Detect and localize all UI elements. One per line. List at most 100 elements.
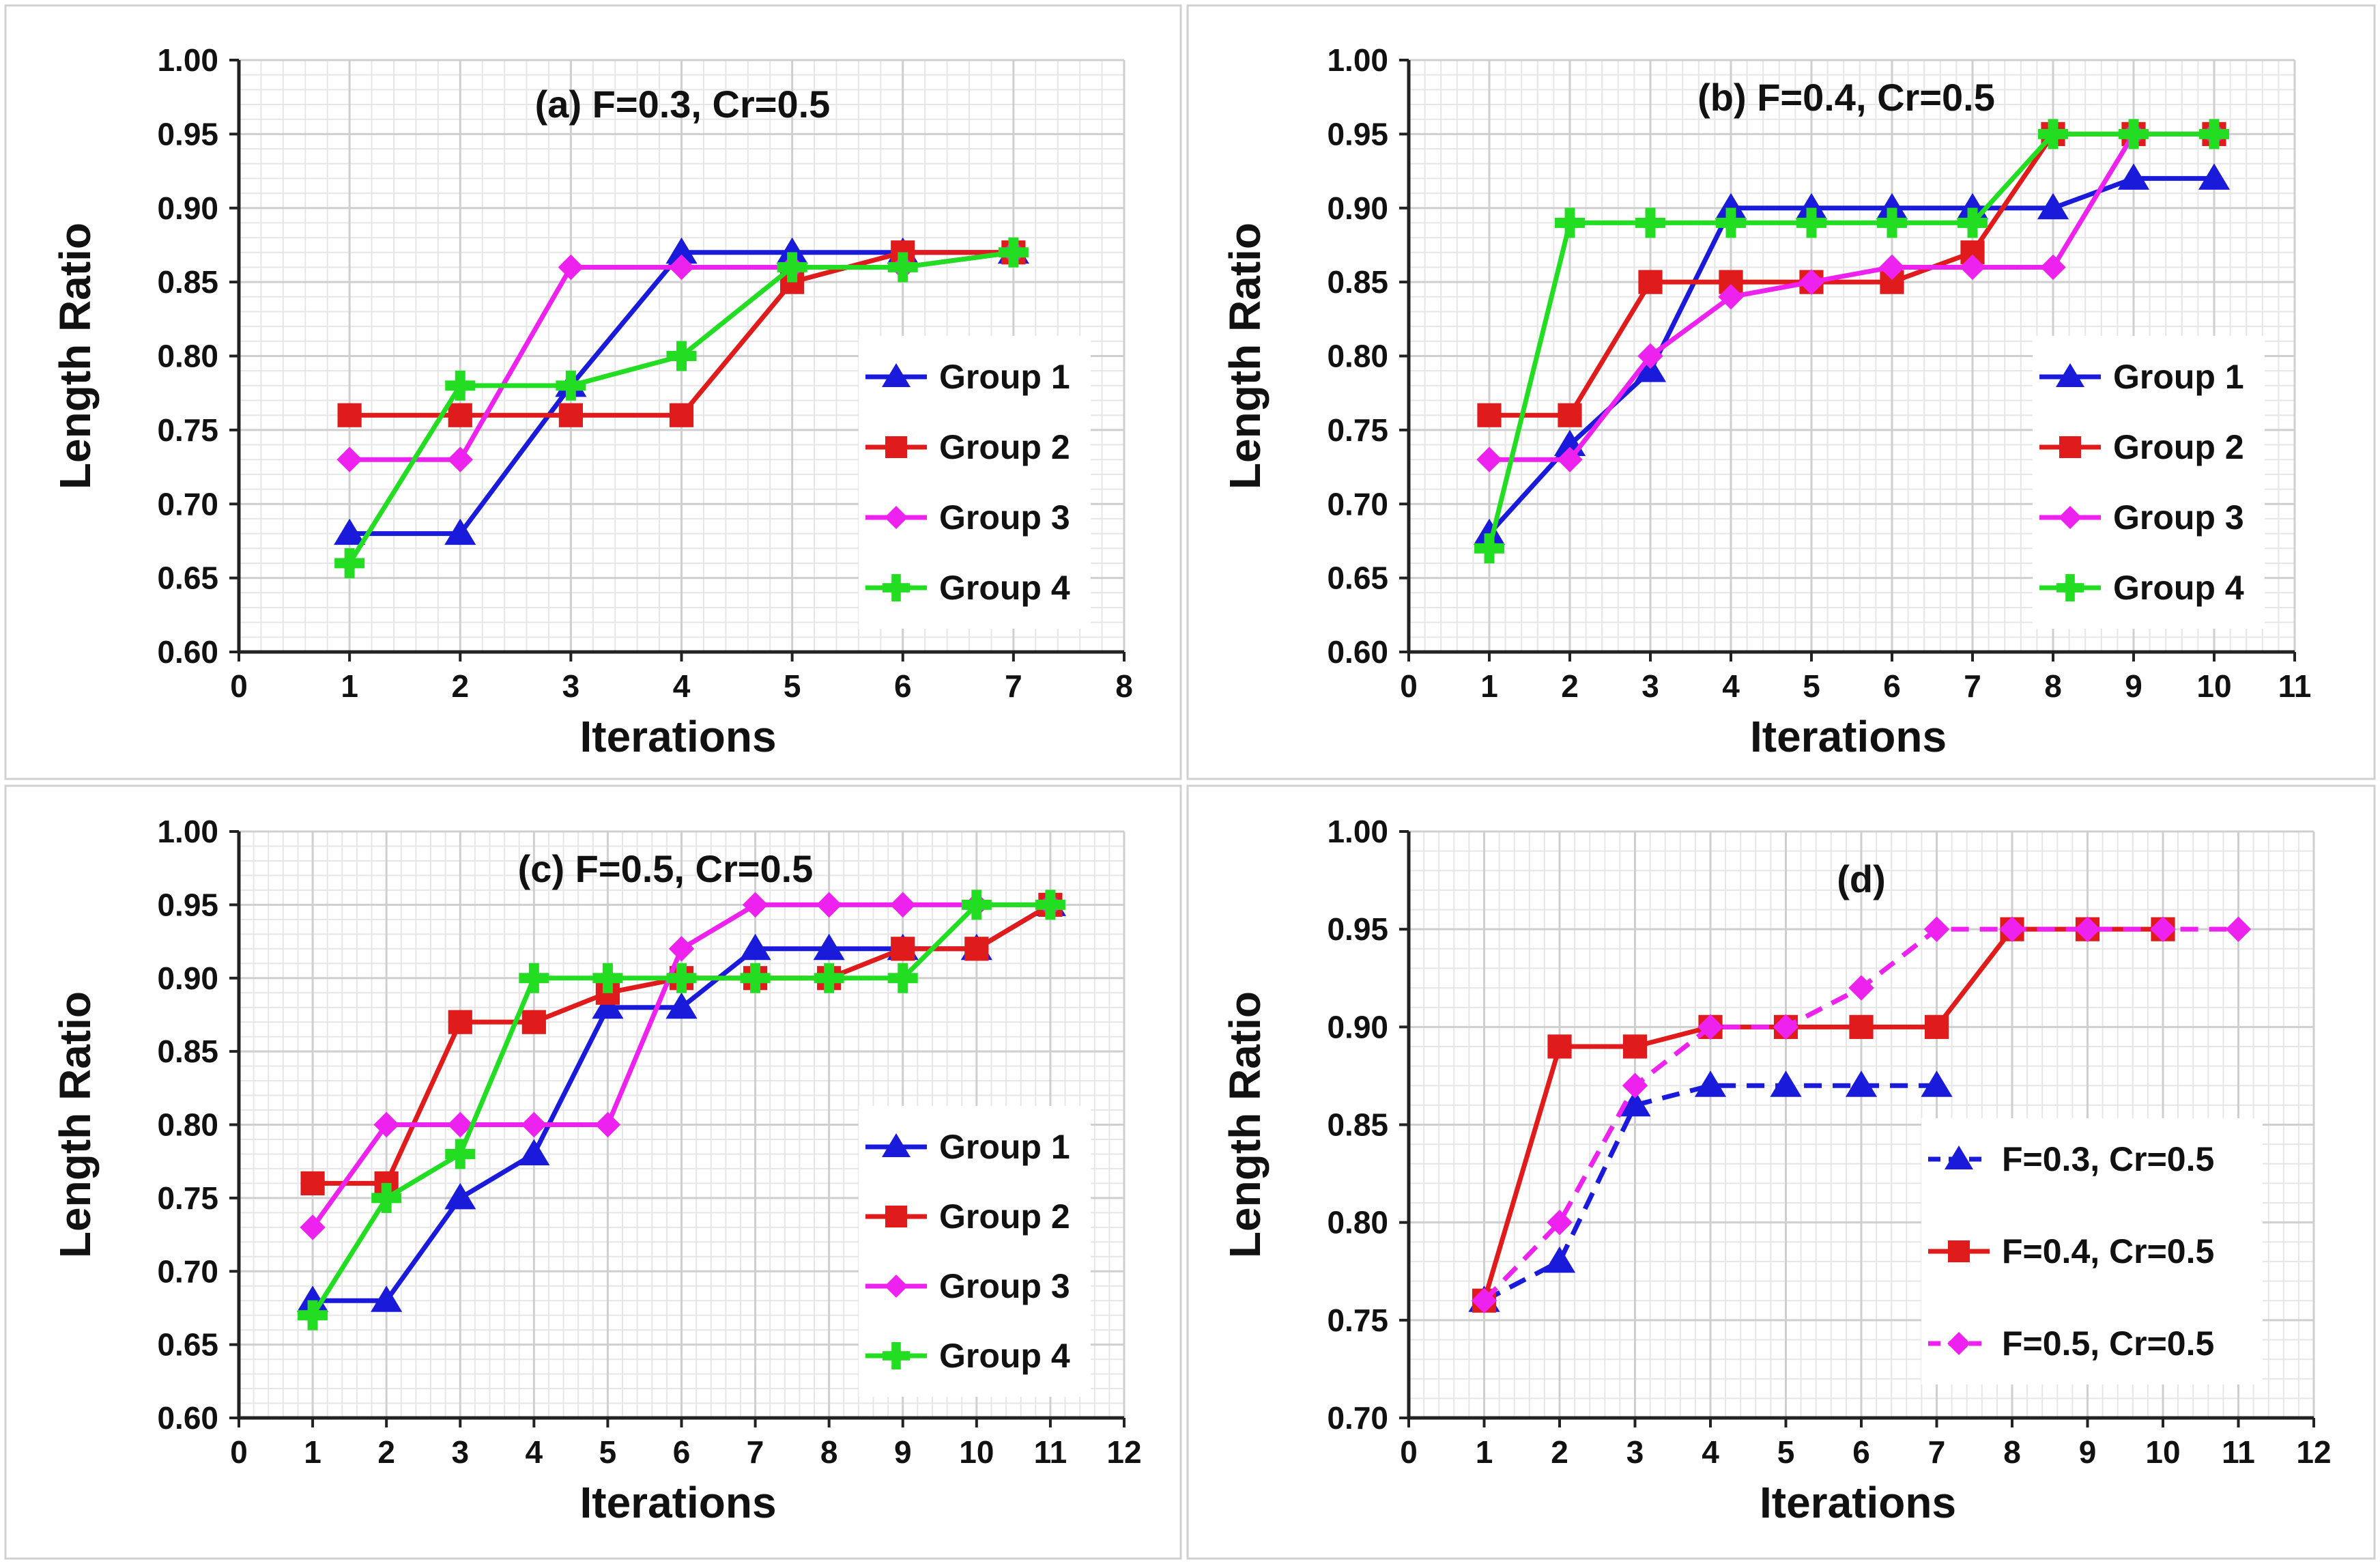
data-point-vbar xyxy=(1008,237,1019,268)
data-point xyxy=(666,963,697,993)
x-tick-label: 1 xyxy=(341,668,358,704)
x-tick-label: 7 xyxy=(1928,1434,1946,1470)
x-tick-label: 6 xyxy=(673,1434,691,1470)
data-point-shape xyxy=(334,518,366,545)
data-point-shape xyxy=(1558,403,1582,427)
data-point-vbar xyxy=(824,963,835,993)
data-point-shape xyxy=(1960,254,1985,281)
x-tick-label: 1 xyxy=(304,1434,321,1470)
x-tick-label: 10 xyxy=(2145,1434,2180,1470)
data-point xyxy=(1795,193,1828,220)
data-point xyxy=(1877,208,1907,238)
data-point xyxy=(2119,119,2149,150)
legend-marker-shape xyxy=(2059,506,2082,529)
data-point-vbar xyxy=(455,1139,465,1169)
legend-marker-vbar xyxy=(891,574,901,601)
chart-panel: 0 1 2 3 4 5 6 7 8 9 10 11 120.700.750.800.850.900.95… xyxy=(1186,784,2376,1560)
data-point xyxy=(1547,1209,1573,1236)
x-tick-label: 11 xyxy=(2278,668,2312,704)
data-point xyxy=(964,937,989,961)
data-point xyxy=(448,1010,472,1034)
data-point-vbar xyxy=(676,963,687,993)
y-tick-label: 1.00 xyxy=(157,814,218,849)
legend-label: Group 2 xyxy=(939,428,1070,466)
data-point xyxy=(521,1111,547,1138)
x-tick-label: 12 xyxy=(2296,1434,2331,1470)
data-point xyxy=(444,518,476,545)
data-point-shape xyxy=(1547,1034,1572,1059)
data-point xyxy=(1796,208,1826,238)
data-point xyxy=(445,1139,476,1169)
legend-marker xyxy=(1948,1240,1970,1262)
data-point-shape xyxy=(373,1111,399,1138)
data-point xyxy=(665,992,698,1019)
data-point-shape xyxy=(1999,916,2025,942)
series-group-4 xyxy=(298,890,1065,1331)
x-tick-label: 1 xyxy=(1476,1434,1493,1470)
y-tick-label: 0.90 xyxy=(157,190,218,226)
y-tick-label: 0.60 xyxy=(157,1400,218,1436)
data-point xyxy=(1773,1014,1799,1040)
data-point-shape xyxy=(1619,1090,1651,1117)
data-point xyxy=(1770,1070,1802,1097)
x-axis-title: Iterations xyxy=(1750,712,1947,761)
legend-item: Group 1 xyxy=(2039,358,2244,396)
data-point-shape xyxy=(1694,1070,1727,1097)
data-point xyxy=(448,403,472,427)
data-point xyxy=(558,403,583,427)
data-point-shape xyxy=(1773,1014,1799,1040)
data-point xyxy=(739,933,771,961)
data-point-shape xyxy=(1849,1014,1874,1039)
data-point-vbar xyxy=(1887,208,1897,238)
data-point xyxy=(890,892,916,918)
data-point-shape xyxy=(1547,1209,1573,1236)
y-tick-label: 0.75 xyxy=(1327,1303,1388,1338)
data-point-shape xyxy=(668,254,695,281)
y-axis-title: Length Ratio xyxy=(51,223,100,489)
data-point xyxy=(887,252,918,283)
y-tick-label: 0.75 xyxy=(1327,412,1388,448)
legend-item: Group 4 xyxy=(865,569,1070,607)
data-point-shape xyxy=(1798,269,1824,295)
legend-marker-shape xyxy=(882,1133,911,1157)
y-tick-label: 0.80 xyxy=(157,1107,218,1143)
data-point-shape xyxy=(1848,975,1874,1001)
x-tick-label: 0 xyxy=(230,668,248,704)
data-point-shape xyxy=(890,892,916,918)
data-point-shape xyxy=(1718,284,1744,310)
data-point xyxy=(1547,1034,1572,1059)
y-tick-label: 0.60 xyxy=(1327,634,1388,670)
data-point-shape xyxy=(337,403,362,427)
data-point-vbar xyxy=(787,252,798,283)
legend-item: Group 2 xyxy=(2039,428,2244,466)
x-tick-label: 8 xyxy=(1115,668,1133,704)
data-point-shape xyxy=(518,1139,550,1165)
legend-label: Group 3 xyxy=(2113,498,2244,537)
legend-marker-shape xyxy=(1947,1332,1970,1355)
data-point-vbar xyxy=(898,963,908,993)
data-point-shape xyxy=(594,1111,621,1138)
data-point xyxy=(1555,208,1585,238)
y-tick-label: 0.95 xyxy=(1327,911,1388,947)
data-point-vbar xyxy=(602,963,613,993)
data-point xyxy=(1474,533,1504,564)
data-point xyxy=(445,370,476,401)
x-tick-label: 7 xyxy=(747,1434,764,1470)
y-tick-label: 0.90 xyxy=(1327,1009,1388,1044)
data-point xyxy=(1798,269,1824,295)
data-point xyxy=(1715,193,1747,220)
data-point-shape xyxy=(2198,163,2231,190)
data-point xyxy=(887,963,918,993)
x-tick-label: 12 xyxy=(1106,1434,1141,1470)
data-point xyxy=(1471,1288,1497,1313)
data-point xyxy=(2117,163,2150,190)
data-point-shape xyxy=(2037,193,2069,220)
data-point xyxy=(521,1010,546,1034)
series-line xyxy=(1487,131,2214,550)
data-point xyxy=(742,892,769,918)
data-point xyxy=(336,446,362,472)
data-point-shape xyxy=(1473,518,1506,545)
legend-marker-vbar xyxy=(891,1342,901,1369)
data-point xyxy=(1848,975,1874,1001)
legend-item: Group 1 xyxy=(865,358,1070,396)
